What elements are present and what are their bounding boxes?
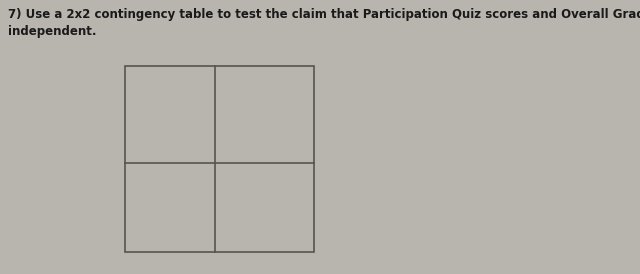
Bar: [125, 66, 314, 252]
Text: 7) Use a 2x2 contingency table to test the claim that Participation Quiz scores : 7) Use a 2x2 contingency table to test t…: [8, 8, 640, 38]
